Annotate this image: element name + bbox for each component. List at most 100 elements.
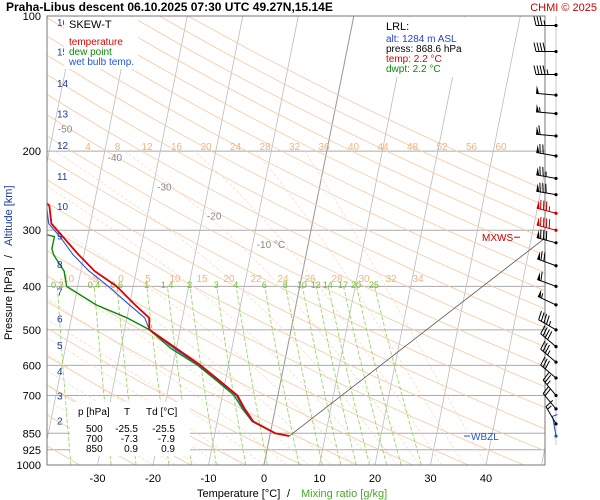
mixing-ratio-label: 20 bbox=[351, 280, 361, 290]
adiabat-label: 48 bbox=[407, 142, 419, 153]
adiabat-label: 20 bbox=[223, 274, 235, 285]
wind-barb-feather bbox=[540, 325, 546, 335]
adiabat-label: 32 bbox=[385, 274, 397, 285]
table-cell: -25.5 bbox=[115, 424, 138, 435]
moist-adiabat-line bbox=[47, 337, 243, 465]
wind-barb-pennant bbox=[537, 251, 541, 260]
temperature-tick-label: 0 bbox=[261, 473, 267, 485]
mixing-ratio-line bbox=[189, 286, 217, 465]
table-cell: -25.5 bbox=[152, 424, 175, 435]
isotherm-label: -10 °C bbox=[257, 240, 285, 251]
altitude-tick-label: 13 bbox=[57, 110, 69, 121]
mixing-ratio-line bbox=[57, 286, 72, 465]
wind-barb-feather bbox=[543, 252, 546, 262]
table-cell: -7.9 bbox=[158, 434, 176, 445]
adiabat-label: 56 bbox=[466, 142, 478, 153]
wind-barb-feather bbox=[539, 42, 543, 52]
dry-adiabat-line bbox=[47, 157, 545, 408]
pressure-tick-label: 400 bbox=[23, 281, 41, 293]
lrl-pressure: press: 868.6 hPa bbox=[386, 44, 462, 55]
wind-barbs bbox=[533, 16, 558, 445]
wind-barb-station bbox=[554, 328, 558, 332]
isotherm-line bbox=[430, 16, 521, 465]
wind-barb-staff bbox=[536, 152, 557, 157]
wind-barb-station bbox=[554, 154, 558, 158]
adiabat-label: 28 bbox=[259, 142, 271, 153]
wind-barb-feather bbox=[542, 65, 546, 75]
dry-adiabat-line bbox=[47, 35, 545, 292]
wind-barb-staff bbox=[538, 319, 557, 331]
wind-barb-pennant bbox=[536, 85, 540, 94]
mxws-label: MXWS bbox=[482, 233, 513, 244]
altitude-ticks: 2 3 4 5 6 7 8 9 10 11 12 13 14 15 16 bbox=[57, 18, 69, 428]
copyright: CHMI © 2025 bbox=[530, 2, 597, 14]
wind-barb-station bbox=[554, 376, 558, 380]
adiabat-label: 4 bbox=[85, 142, 91, 153]
temperature-tick-label: -30 bbox=[90, 473, 106, 485]
mixing-ratio-label: 12 bbox=[311, 280, 321, 290]
x-axis-title-2: Mixing ratio [g/kg] bbox=[301, 488, 387, 500]
legend-dew-point: dew point bbox=[69, 47, 112, 58]
pressure-tick-label: 500 bbox=[23, 325, 41, 337]
lrl-heading: LRL: bbox=[386, 21, 409, 33]
moist-adiabat-line bbox=[55, 150, 398, 465]
levels-table: p [hPa] T Td [°C] 500 -25.5 -25.5 700 -7… bbox=[70, 402, 190, 456]
wind-barb-feather bbox=[544, 360, 550, 370]
parcel-path-line bbox=[288, 237, 545, 437]
wind-barb-feather bbox=[542, 42, 546, 52]
mixing-ratio-label: 0.6 bbox=[110, 280, 123, 290]
temperature-tick-label: 40 bbox=[480, 473, 492, 485]
mixing-ratio-line bbox=[235, 286, 268, 465]
wind-barb-station bbox=[554, 176, 558, 181]
wind-barb-station bbox=[554, 303, 558, 307]
wind-barb-feather bbox=[544, 388, 552, 397]
mixing-ratio-label: 2 bbox=[187, 280, 192, 290]
lrl-dewpoint: dwpt: 2.2 °C bbox=[386, 64, 441, 75]
moist-adiabat-line bbox=[255, 150, 465, 465]
mixing-ratio-line bbox=[285, 286, 323, 465]
wbzl-label: WBZL bbox=[471, 432, 499, 443]
adiabat-label: 0 bbox=[118, 274, 124, 285]
dry-adiabat-line bbox=[47, 202, 545, 452]
wind-barb-pennant bbox=[536, 229, 540, 239]
wind-barb-feather bbox=[536, 42, 540, 52]
adiabat-label: 34 bbox=[412, 274, 424, 285]
moist-adiabat-line bbox=[124, 150, 420, 465]
wind-barb-feather bbox=[536, 16, 540, 26]
wind-barb-half-feather bbox=[547, 350, 551, 356]
isotherm-label: -50 bbox=[58, 124, 73, 135]
dry-adiabat-line bbox=[47, 179, 545, 430]
altitude-tick-label: 10 bbox=[57, 202, 69, 213]
wind-barb-station bbox=[554, 393, 558, 398]
table-cell: 700 bbox=[86, 434, 103, 445]
isotherm-label: -60 bbox=[8, 95, 23, 106]
temperature-ticks: -30 -20 -10 0 10 20 30 40 bbox=[90, 473, 493, 485]
wind-barb bbox=[533, 65, 558, 77]
adiabat-label: 26 bbox=[304, 274, 316, 285]
temperature-tick-label: -20 bbox=[145, 473, 161, 485]
moist-adiabat-line bbox=[47, 249, 331, 465]
pressure-tick-label: 700 bbox=[23, 390, 41, 402]
altitude-tick-label: 11 bbox=[57, 172, 68, 183]
adiabat-label: 52 bbox=[436, 142, 448, 153]
dry-adiabat-line bbox=[47, 300, 358, 465]
wind-barb-feather bbox=[547, 331, 553, 340]
temperature-tick-label: 30 bbox=[424, 473, 436, 485]
x-axis-title: Temperature [°C] bbox=[197, 488, 280, 500]
wind-barb bbox=[545, 399, 558, 426]
wind-barb-pennant bbox=[536, 103, 540, 113]
y-axis-separator: / bbox=[3, 254, 15, 258]
adiabat-label: 40 bbox=[348, 142, 360, 153]
dry-adiabat-line bbox=[47, 135, 545, 388]
altitude-tick-label: 15 bbox=[57, 48, 69, 59]
wind-barb-half-feather bbox=[539, 107, 541, 113]
table-cell: 0.9 bbox=[124, 444, 138, 455]
wind-barb-staff bbox=[537, 258, 557, 267]
wind-barb-staff bbox=[540, 333, 557, 348]
isotherm-line bbox=[541, 445, 545, 465]
adiabat-label: 15 bbox=[196, 274, 208, 285]
wind-barb-feather bbox=[538, 125, 541, 135]
wind-barb-station bbox=[554, 134, 558, 138]
mixing-ratio-label: 17 bbox=[338, 280, 348, 290]
